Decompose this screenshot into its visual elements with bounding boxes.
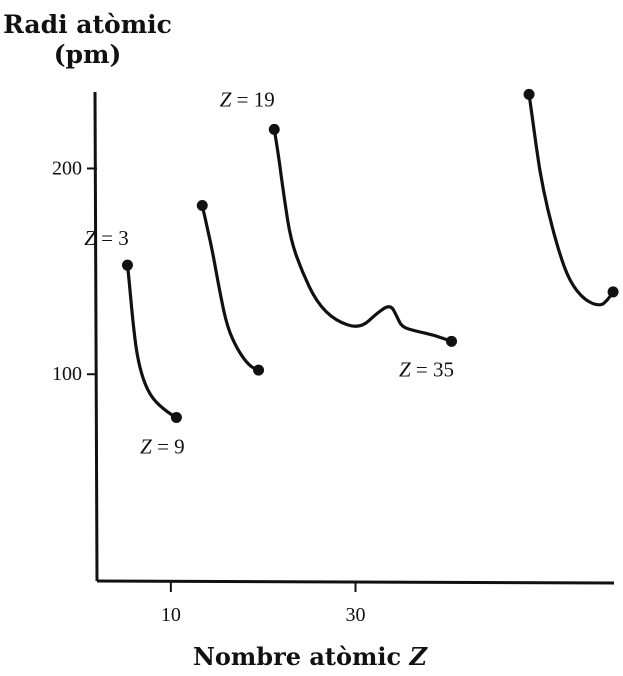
series-3-line (272, 127, 454, 343)
series-1-line (125, 263, 178, 419)
series-layer (121, 88, 619, 423)
x-tick-label-30: 30 (346, 604, 366, 626)
series-1-end-point (170, 411, 182, 423)
series-4-start-point (523, 88, 535, 100)
annotation-label: Z = 9 (140, 434, 185, 458)
y-axis-title-line1: Radi atòmic (3, 10, 172, 39)
y-axis-title: Radi atòmic (pm) (0, 10, 175, 70)
x-axis-title: Nombre atòmic Z (150, 642, 470, 671)
x-tick-label-10: 10 (161, 604, 181, 626)
series-1-start-point (121, 259, 133, 271)
y-axis-line (93, 91, 99, 582)
series-2-start-point (196, 200, 208, 212)
y-tick-label-100: 100 (52, 363, 82, 385)
x-axis-title-variable: Z (409, 642, 428, 671)
series-3-start-point (268, 123, 280, 135)
y-tick-label-200: 200 (52, 157, 82, 179)
annotation-label: Z = 3 (84, 226, 129, 250)
series-4-line (527, 92, 615, 307)
annotation-layer: Z = 3 Z = 9 Z = 19 Z = 35 (84, 87, 454, 458)
series-2-line (200, 203, 261, 372)
y-axis-title-line2: (pm) (53, 40, 122, 69)
series-2-end-point (253, 364, 265, 376)
series-3-end-point (446, 335, 458, 347)
series-4-end-point (607, 286, 619, 298)
annotation-label: Z = 35 (399, 357, 454, 381)
annotation-label: Z = 19 (220, 87, 275, 111)
axis-ticks: 100 200 10 30 (52, 157, 366, 626)
x-axis-title-text: Nombre atòmic (192, 642, 402, 671)
